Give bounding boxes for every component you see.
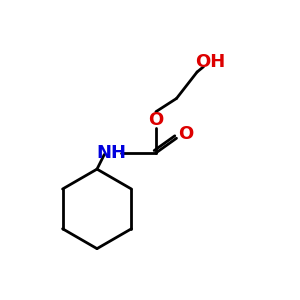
- Text: NH: NH: [97, 144, 127, 162]
- Text: O: O: [148, 111, 164, 129]
- Text: O: O: [178, 125, 193, 143]
- Text: OH: OH: [195, 53, 226, 71]
